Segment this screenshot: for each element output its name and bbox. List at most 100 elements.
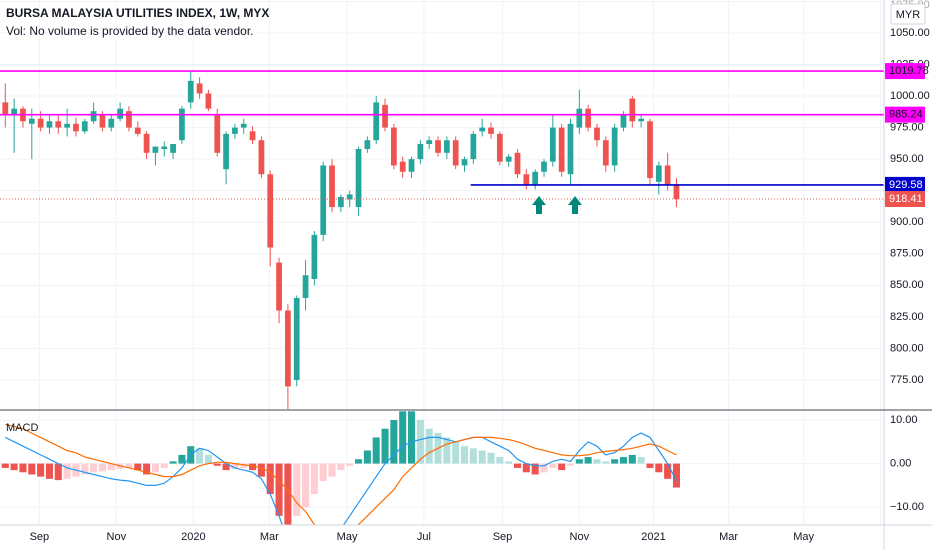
histogram-bar: [151, 463, 159, 473]
histogram-bar: [452, 441, 460, 464]
chart-subtitle: Vol: No volume is provided by the data v…: [6, 24, 253, 38]
price-label: 918.41: [889, 193, 923, 205]
candle-body: [664, 165, 671, 185]
x-tick-label: Sep: [30, 531, 50, 543]
candle-body: [373, 102, 380, 141]
histogram-bar: [90, 463, 98, 473]
candle-body: [196, 83, 203, 94]
histogram-bar: [566, 463, 575, 466]
candle-body: [426, 140, 433, 144]
histogram-bar: [381, 428, 389, 464]
histogram-bar: [593, 459, 601, 464]
candle-body: [179, 108, 185, 141]
histogram-bar: [416, 420, 424, 464]
y-tick-label: 775.00: [890, 374, 924, 386]
histogram-bar: [355, 459, 363, 464]
y-tick-label: 875.00: [890, 248, 924, 260]
macd-pane: [1, 411, 680, 525]
candle-body: [576, 108, 583, 128]
histogram-bar: [672, 463, 680, 488]
y-tick-label: 0.00: [890, 457, 911, 469]
histogram-bar: [10, 463, 18, 471]
candle-body: [408, 159, 415, 172]
histogram-bar: [372, 437, 380, 464]
candle-body: [249, 131, 256, 141]
histogram-bar: [178, 454, 186, 464]
candle-body: [532, 171, 539, 185]
x-tick-label: Mar: [719, 531, 738, 543]
candle-body: [302, 275, 309, 298]
candle-body: [99, 114, 106, 128]
candle-body: [558, 127, 565, 172]
candle-body: [602, 140, 609, 166]
candle-body: [452, 140, 459, 166]
candle-body: [329, 165, 335, 208]
histogram-bar: [134, 463, 142, 471]
y-tick-label: 1050.00: [890, 27, 930, 39]
x-tick-label: May: [793, 531, 814, 543]
candle-body: [46, 121, 53, 128]
currency-box[interactable]: [890, 3, 926, 25]
currency-label[interactable]: MYR: [896, 9, 921, 21]
histogram-bar: [558, 463, 566, 471]
candle-body: [638, 118, 645, 122]
candle-body: [134, 127, 141, 134]
candle-body: [2, 102, 9, 115]
candle-body: [647, 121, 653, 179]
histogram-bar: [266, 463, 274, 495]
histogram-bar: [496, 457, 504, 464]
histogram-bar: [81, 463, 89, 475]
candle-body: [629, 98, 636, 122]
y-tick-label: 900.00: [890, 216, 924, 228]
histogram-bar: [204, 454, 212, 464]
price-label-box: [885, 106, 925, 123]
histogram-bar: [37, 463, 45, 477]
histogram-bar: [107, 463, 115, 471]
histogram-bar: [619, 457, 628, 464]
histogram-bar: [54, 463, 62, 481]
candle-body: [673, 184, 680, 199]
histogram-bar: [655, 463, 663, 473]
candle-body: [161, 146, 168, 150]
histogram-bar: [231, 463, 239, 469]
macd-title: MACD: [6, 422, 38, 434]
histogram-bar: [319, 463, 327, 482]
candle-body: [594, 127, 600, 141]
candle-body: [293, 297, 300, 380]
histogram-bar: [584, 457, 592, 464]
histogram-bar: [478, 450, 486, 464]
candle-body: [523, 174, 530, 185]
candle-body: [73, 123, 79, 132]
histogram-bar: [602, 461, 610, 464]
histogram-bar: [390, 420, 398, 464]
candle-body: [276, 262, 282, 311]
candle-body: [232, 127, 238, 134]
signal-line: [5, 423, 677, 525]
histogram-bar: [637, 457, 645, 464]
candle-body: [382, 104, 388, 128]
candle-body: [285, 310, 291, 387]
candle-body: [205, 93, 212, 109]
axes: Sep Nov 2020 Mar May Jul Sep Nov 2021 Mar May 775.0…: [30, 0, 930, 543]
histogram-bar: [408, 411, 416, 464]
histogram-bar: [28, 463, 36, 475]
candle-body: [64, 123, 70, 128]
histogram-bar: [249, 463, 257, 471]
candle-body: [461, 159, 468, 166]
candle-body: [258, 140, 265, 175]
histogram-bar: [425, 428, 433, 464]
histogram-bar: [469, 448, 477, 464]
candle-body: [620, 114, 627, 128]
chart-title: BURSA MALAYSIA UTILITIES INDEX, 1W, MYX: [6, 6, 269, 20]
histogram-bar: [125, 463, 133, 468]
histogram-bar: [363, 450, 371, 464]
price-label-box: [885, 190, 925, 207]
candle-body: [152, 146, 159, 153]
histogram-bar: [45, 463, 53, 479]
x-tick-label: May: [337, 531, 358, 543]
price-label: 985.24: [889, 109, 923, 121]
histogram-bar: [575, 459, 583, 464]
candle-body: [549, 127, 556, 162]
histogram-bar: [98, 463, 106, 472]
x-tick-label: Nov: [107, 531, 127, 543]
